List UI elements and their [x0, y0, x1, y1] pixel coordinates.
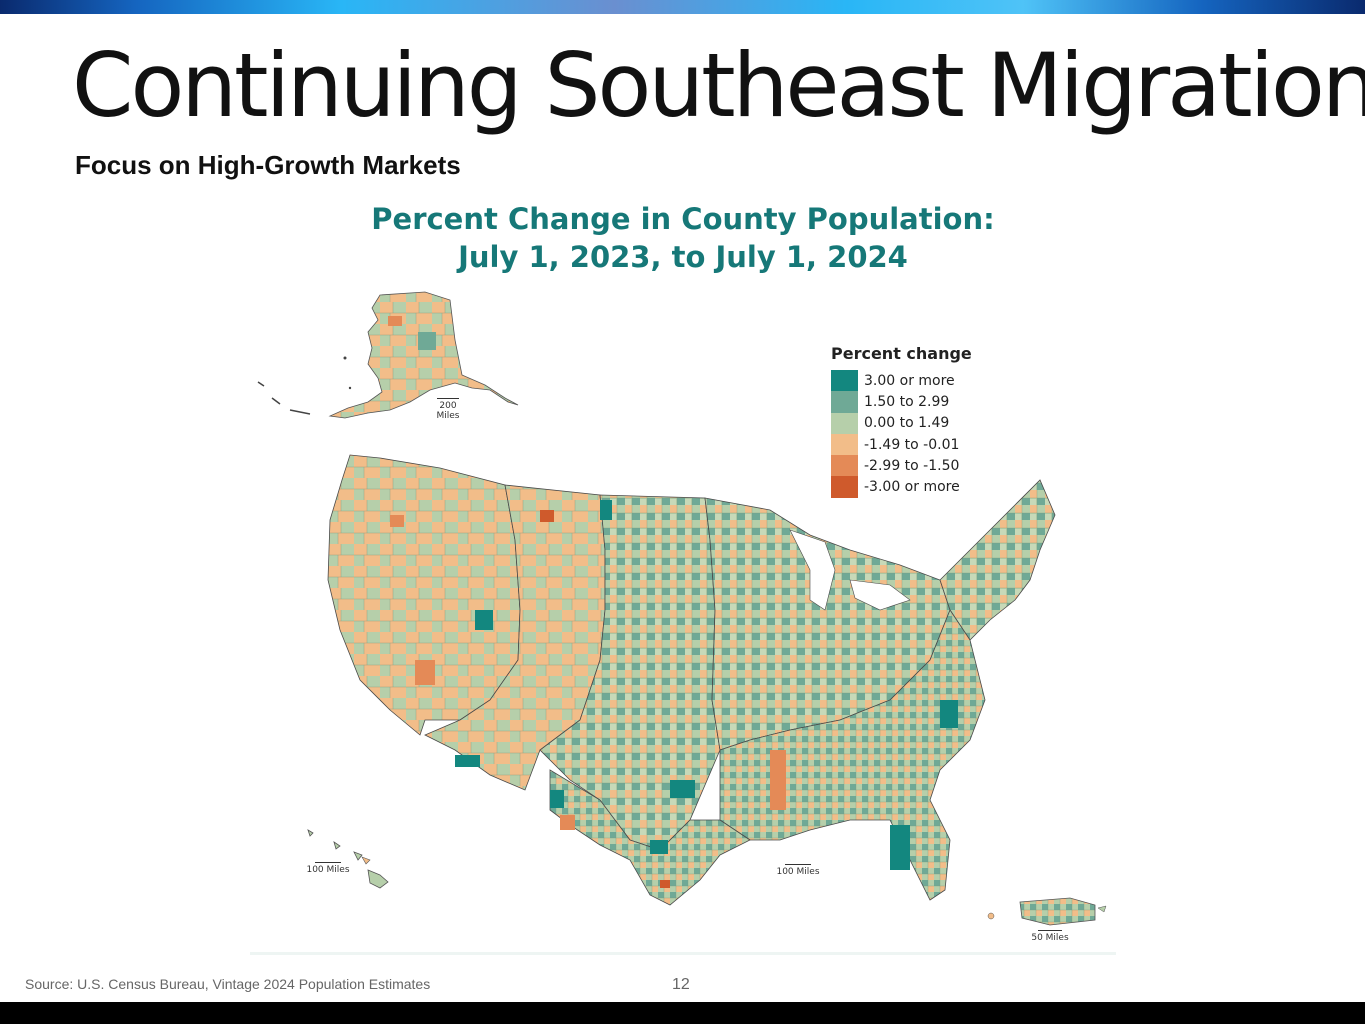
legend-item: 1.50 to 2.99: [831, 391, 972, 413]
slide-title: Continuing Southeast Migration: [72, 34, 1365, 137]
top-accent-bar: [0, 0, 1365, 14]
map-title-line1: Percent Change in County Population:: [371, 202, 995, 236]
page-number: 12: [672, 976, 690, 993]
legend-swatch: [831, 370, 858, 392]
alaska-shape: [328, 291, 519, 419]
legend-item: -3.00 or more: [831, 476, 972, 498]
scale-line: [437, 398, 459, 399]
legend-swatch: [831, 412, 858, 434]
legend-swatch: [831, 391, 858, 413]
scale-line: [785, 864, 811, 865]
state-northeast: [939, 479, 1056, 641]
legend-label: -2.99 to -1.50: [864, 457, 960, 474]
scale-bar-pr: 50 Miles: [1028, 930, 1072, 943]
legend-label: -3.00 or more: [864, 479, 960, 496]
legend-item: 3.00 or more: [831, 370, 972, 392]
bottom-bar: [0, 1002, 1365, 1024]
legend-swatch: [831, 455, 858, 477]
scale-label: 50 Miles: [1031, 933, 1069, 943]
source-note: Source: U.S. Census Bureau, Vintage 2024…: [25, 976, 431, 992]
legend-item: 0.00 to 1.49: [831, 412, 972, 434]
legend-item: -1.49 to -0.01: [831, 433, 972, 456]
scale-bar-conus: 100 Miles: [774, 864, 822, 877]
scale-label: 100 Miles: [776, 867, 820, 877]
legend-item: -2.99 to -1.50: [831, 455, 972, 477]
map-title: Percent Change in County Population: Jul…: [250, 200, 1116, 276]
map-legend: Percent change 3.00 or more 1.50 to 2.99 0…: [831, 344, 972, 498]
legend-swatch: [831, 433, 858, 456]
great-lakes: [789, 529, 836, 611]
legend-label: 3.00 or more: [864, 372, 955, 389]
county-population-map: [250, 291, 1116, 955]
puerto-rico-shape: [1019, 897, 1096, 926]
legend-label: -1.49 to -0.01: [864, 436, 960, 453]
state-texas: [549, 769, 751, 906]
scale-bar-hawaii: 100 Miles: [304, 862, 352, 875]
scale-label: 200 Miles: [436, 401, 460, 421]
slide-subtitle: Focus on High-Growth Markets: [75, 150, 461, 180]
map-title-line2: July 1, 2023, to July 1, 2024: [458, 240, 908, 274]
hawaii-shape: [307, 829, 389, 889]
legend-title: Percent change: [831, 344, 972, 363]
scale-line: [1038, 930, 1062, 931]
legend-label: 1.50 to 2.99: [864, 393, 950, 410]
scale-bar-alaska: 200 Miles: [428, 398, 468, 421]
state-southeast: [719, 609, 986, 901]
scale-label: 100 Miles: [306, 865, 350, 875]
legend-swatch: [831, 476, 858, 498]
legend-label: 0.00 to 1.49: [864, 415, 950, 432]
scale-line: [315, 862, 341, 863]
state-west: [327, 454, 521, 736]
